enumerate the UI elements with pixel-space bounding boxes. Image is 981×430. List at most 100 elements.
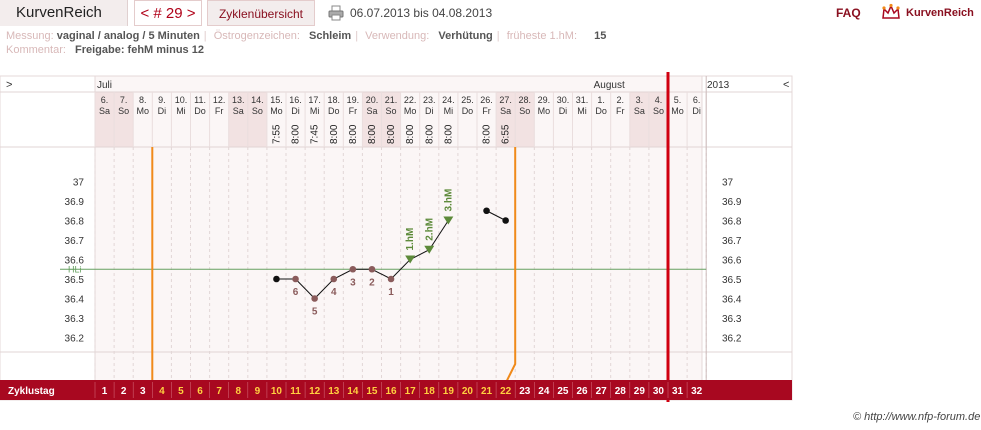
earliest-value: 15	[594, 30, 607, 42]
weekday: Sa	[99, 106, 110, 116]
cycle-navigator[interactable]: < # 29 >	[134, 0, 202, 26]
weekday: Mo	[270, 106, 283, 116]
day-number: 30.	[557, 95, 570, 105]
faq-link[interactable]: FAQ	[836, 6, 861, 20]
cycle-day-number: 22	[500, 386, 512, 397]
low-count-label: 3	[350, 277, 356, 288]
temperature-point-low	[349, 265, 357, 273]
cycle-day-number: 7	[216, 386, 222, 397]
weekend-shade	[629, 92, 649, 147]
day-number: 15.	[270, 95, 283, 105]
day-number: 8.	[139, 95, 147, 105]
cycle-day-number: 11	[290, 386, 301, 397]
cycle-day-number: 15	[366, 386, 378, 397]
cycle-day-number: 9	[255, 386, 261, 397]
day-number: 25.	[461, 95, 474, 105]
weekday: So	[386, 106, 397, 116]
measurement-time: 7:55	[271, 124, 282, 144]
low-count-label: 1	[388, 287, 394, 298]
weekend-shade	[95, 92, 115, 147]
y-tick-left: 36.8	[65, 217, 85, 228]
measurement-time: 7:45	[310, 124, 321, 144]
day-number: 16.	[289, 95, 302, 105]
nav-right-arrow[interactable]: <	[783, 79, 789, 91]
comment-value: Freigabe: fehM minus 12	[74, 44, 204, 56]
weekend-shade	[648, 92, 668, 147]
weekday: Fr	[482, 106, 491, 116]
month-label: August	[594, 80, 625, 91]
usage-key: Verwendung:	[365, 30, 430, 42]
weekend-shade	[515, 92, 535, 147]
cycle-overview-tab[interactable]: Zyklenübersicht	[207, 0, 315, 26]
y-tick-left: 36.9	[65, 197, 85, 208]
cycle-day-number: 8	[235, 386, 241, 397]
weekday: Mo	[538, 106, 551, 116]
weekday: So	[653, 106, 664, 116]
cycle-day-number: 32	[691, 386, 703, 397]
app-title[interactable]: KurvenReich	[0, 0, 128, 26]
weekday: Sa	[500, 106, 511, 116]
measurement-time: 8:00	[348, 124, 359, 144]
weekend-shade	[247, 92, 267, 147]
temperature-point	[273, 275, 280, 283]
day-number: 3.	[636, 95, 644, 105]
weekday: So	[252, 106, 263, 116]
cycle-day-number: 30	[653, 386, 665, 397]
temperature-point	[483, 207, 490, 215]
day-number: 18.	[327, 95, 340, 105]
cycle-day-number: 27	[596, 386, 608, 397]
weekday: Do	[595, 106, 607, 116]
day-number: 12.	[213, 95, 226, 105]
cycle-day-number: 17	[405, 386, 417, 397]
weekday: Fr	[215, 106, 224, 116]
weekday: Sa	[634, 106, 645, 116]
cycle-day-number: 16	[385, 386, 397, 397]
y-tick-right: 36.5	[722, 275, 742, 286]
weekday: Di	[692, 106, 701, 116]
weekend-shade	[362, 92, 382, 147]
day-number: 13.	[232, 95, 245, 105]
measurement-value: vaginal / analog / 5 Minuten	[56, 30, 200, 42]
measurement-time: 8:00	[482, 124, 493, 144]
comment-key: Kommentar:	[6, 44, 66, 56]
weekday: Di	[425, 106, 434, 116]
measurement-time: 8:00	[405, 124, 416, 144]
cycle-day-number: 3	[140, 386, 146, 397]
measurement-time: 8:00	[386, 124, 397, 144]
cycle-day-label: Zyklustag	[8, 386, 55, 397]
y-tick-right: 37	[722, 178, 734, 189]
y-tick-left: 36.5	[65, 275, 85, 286]
day-number: 22.	[404, 95, 417, 105]
nav-left-arrow[interactable]: >	[6, 79, 12, 91]
measurement-time: 8:00	[329, 124, 340, 144]
weekday: Mo	[136, 106, 149, 116]
day-number: 29.	[538, 95, 551, 105]
measurement-time: 6:55	[501, 124, 512, 144]
day-number: 5.	[674, 95, 682, 105]
y-tick-right: 36.9	[722, 197, 742, 208]
temperature-point	[502, 217, 509, 224]
cycle-day-number: 2	[121, 386, 127, 397]
weekend-shade	[496, 92, 516, 147]
weekday: Fr	[349, 106, 358, 116]
day-number: 14.	[251, 95, 264, 105]
cycle-day-number: 24	[538, 386, 550, 397]
cycle-day-number: 28	[615, 386, 627, 397]
y-tick-right: 36.7	[722, 236, 742, 247]
copyright: © http://www.nfp-forum.de	[853, 411, 981, 423]
cycle-day-number: 29	[634, 386, 646, 397]
cycle-day-number: 21	[481, 386, 493, 397]
day-number: 7.	[120, 95, 128, 105]
printer-icon[interactable]	[328, 4, 344, 21]
right-axis-panel	[701, 75, 793, 401]
y-tick-left: 36.2	[65, 334, 85, 345]
day-number: 1.	[597, 95, 605, 105]
cycle-day-number: 4	[159, 386, 165, 397]
temperature-point-high	[443, 216, 454, 225]
estrogen-key: Östrogenzeichen:	[213, 30, 300, 42]
y-tick-right: 36.6	[722, 256, 742, 267]
y-tick-left: 36.7	[65, 236, 85, 247]
day-number: 27.	[499, 95, 512, 105]
cycle-day-number: 5	[178, 386, 184, 397]
high-marker-label: 3.hM	[443, 189, 454, 212]
